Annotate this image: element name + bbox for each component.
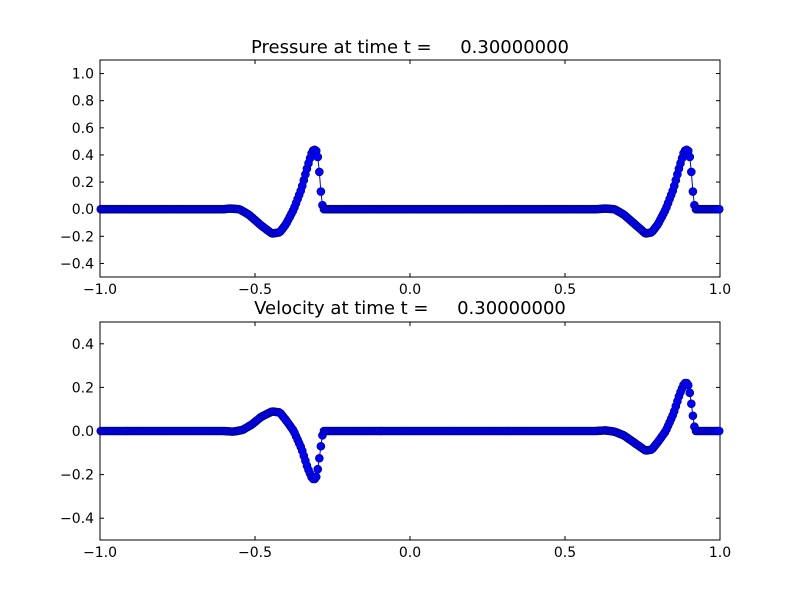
pressure-ticks: −1.0 −0.5 0.0 0.5 1.0 −0.4 −0.2 0.0 0.2 0.4 0.6 0.8… xyxy=(60,60,731,298)
velocity-y-tick-label: −0.2 xyxy=(60,468,94,484)
pressure-panel: Pressure at time t = 0.30000000 −1.0 −0.5… xyxy=(60,37,731,298)
pressure-x-tick-label: 1.0 xyxy=(709,282,731,298)
pressure-y-tick-label: 0.8 xyxy=(72,94,94,110)
pressure-data-point xyxy=(714,204,724,214)
pressure-y-tick-label: 0.4 xyxy=(72,148,94,164)
velocity-data-point xyxy=(683,380,693,390)
pressure-x-tick-label: 0.5 xyxy=(554,282,576,298)
pressure-y-tick-label: 0.2 xyxy=(72,175,94,191)
pressure-series xyxy=(96,145,724,238)
pressure-x-tick-label: −0.5 xyxy=(238,282,272,298)
pressure-x-tick-label: −1.0 xyxy=(83,282,117,298)
velocity-y-tick-label: −0.4 xyxy=(60,511,94,527)
pressure-chart-title: Pressure at time t = 0.30000000 xyxy=(251,37,569,58)
velocity-x-tick-label: −0.5 xyxy=(238,545,272,561)
velocity-data-point xyxy=(311,472,321,482)
velocity-x-tick-label: −1.0 xyxy=(83,545,117,561)
velocity-x-tick-label: 0.5 xyxy=(554,545,576,561)
velocity-series xyxy=(96,378,724,484)
velocity-data-point xyxy=(685,388,695,398)
pressure-data-point xyxy=(687,167,696,177)
pressure-y-tick-label: −0.2 xyxy=(60,229,94,245)
velocity-chart-title: Velocity at time t = 0.30000000 xyxy=(254,298,566,319)
velocity-ticks: −1.0 −0.5 0.0 0.5 1.0 −0.4 −0.2 0.0 0.2 0.4 xyxy=(60,322,731,561)
pressure-y-tick-label: −0.4 xyxy=(60,256,94,272)
velocity-panel: Velocity at time t = 0.30000000 −1.0 −0.5… xyxy=(60,298,731,561)
pressure-data-point xyxy=(685,152,695,162)
velocity-data-point xyxy=(313,464,323,474)
velocity-data-point xyxy=(316,441,326,451)
pressure-y-tick-label: 0.6 xyxy=(72,121,94,137)
velocity-x-tick-label: 1.0 xyxy=(709,545,731,561)
pressure-data-point xyxy=(315,167,324,177)
velocity-y-tick-label: 0.4 xyxy=(72,337,94,353)
pressure-data-point xyxy=(313,152,323,162)
pressure-axes-frame xyxy=(99,59,721,278)
velocity-y-tick-label: 0.0 xyxy=(72,424,94,440)
pressure-data-point xyxy=(316,187,326,196)
velocity-data-point xyxy=(714,426,724,436)
pressure-y-tick-label: 0.0 xyxy=(72,202,94,218)
pressure-data-point xyxy=(688,187,698,196)
velocity-data-point xyxy=(687,399,696,409)
velocity-data-point xyxy=(315,453,324,463)
pressure-x-tick-label: 0.0 xyxy=(399,282,421,298)
velocity-data-point xyxy=(688,411,698,421)
pressure-y-tick-label: 1.0 xyxy=(72,67,94,83)
velocity-y-tick-label: 0.2 xyxy=(72,380,94,396)
velocity-x-tick-label: 0.0 xyxy=(399,545,421,561)
